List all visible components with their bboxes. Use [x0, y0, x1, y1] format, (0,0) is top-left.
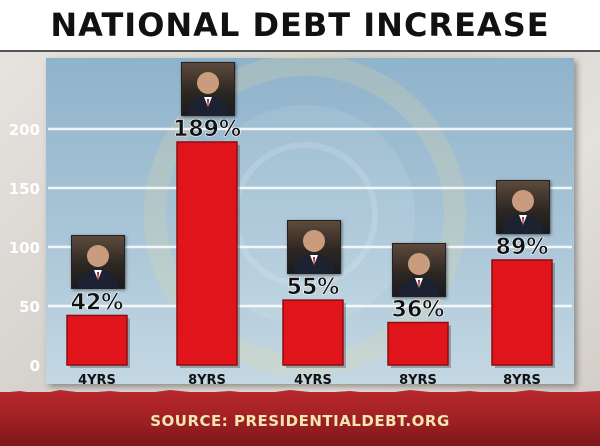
person-silhouette-icon [188, 71, 228, 115]
x-tick-label: 8YRS [188, 373, 226, 388]
president-portrait [181, 61, 235, 116]
title-bar: NATIONAL DEBT INCREASE [0, 0, 600, 52]
person-silhouette-icon [503, 189, 543, 233]
data-label: 89% [496, 235, 549, 260]
data-labels: 42% 189% 55% 36% 89% [70, 117, 549, 323]
chart-title: NATIONAL DEBT INCREASE [50, 6, 550, 44]
y-tick-label: 50 [19, 298, 40, 316]
x-tick-label: 4YRS [78, 373, 116, 388]
data-label: 55% [287, 275, 340, 300]
person-silhouette-icon [399, 252, 439, 296]
bar [66, 314, 128, 366]
data-label: 36% [392, 298, 445, 323]
x-tick-label: 8YRS [503, 373, 541, 388]
bar [282, 299, 344, 366]
y-tick-label: 100 [9, 239, 40, 257]
y-axis-ticks: 0 50 100 150 200 [9, 121, 40, 375]
president-portrait [71, 235, 125, 290]
y-tick-label: 0 [30, 357, 40, 375]
president-portrait [496, 179, 550, 234]
source-text: SOURCE: PRESIDENTIALDEBT.ORG [150, 412, 450, 430]
y-tick-label: 150 [9, 180, 40, 198]
person-silhouette-icon [294, 230, 334, 274]
x-axis-ticks: 4YRS 8YRS 4YRS 8YRS 8YRS [78, 373, 541, 388]
x-tick-label: 8YRS [399, 373, 437, 388]
bar [387, 321, 449, 366]
y-tick-label: 200 [9, 121, 40, 139]
data-label: 42% [71, 290, 124, 315]
bar [491, 259, 553, 366]
data-label: 189% [173, 117, 241, 142]
president-portrait [392, 242, 446, 297]
person-silhouette-icon [78, 245, 118, 289]
x-tick-label: 4YRS [294, 373, 332, 388]
president-portrait [287, 220, 341, 275]
bar [176, 141, 238, 366]
footer-band [0, 392, 600, 446]
bars [66, 141, 555, 368]
